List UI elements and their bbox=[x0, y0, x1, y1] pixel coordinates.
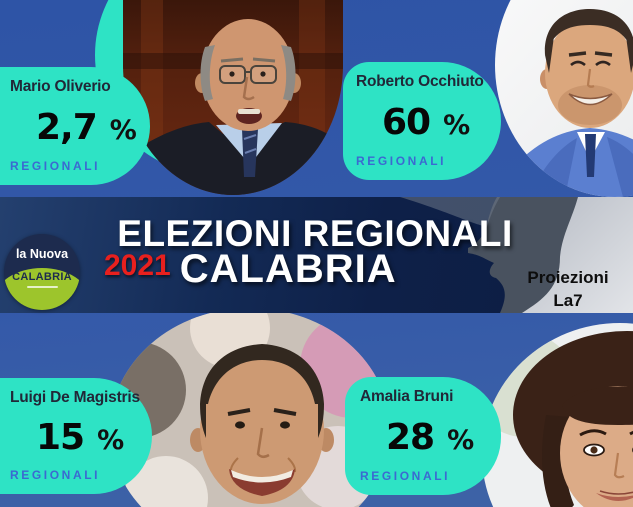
candidate-name: Mario Oliverio bbox=[10, 78, 111, 95]
projection-source: Proiezioni La7 bbox=[512, 267, 624, 313]
banner-region: CALABRIA bbox=[179, 247, 397, 291]
logo-tagline-bar bbox=[27, 286, 58, 288]
candidate-score: 60 % bbox=[356, 101, 495, 143]
logo-green-ellipse bbox=[4, 268, 80, 310]
projection-source-line1: Proiezioni bbox=[527, 268, 609, 287]
head-profile-silhouette-icon bbox=[468, 197, 578, 313]
result-card-roberto-occhiuto: Roberto Occhiuto 60 % REGIONALI bbox=[343, 62, 501, 180]
title-banner: ELEZIONI REGIONALI 2021 CALABRIA Proiezi… bbox=[0, 197, 633, 313]
candidate-name: Amalia Bruni bbox=[360, 388, 454, 405]
logo-top-text: la Nuova bbox=[15, 247, 69, 261]
percent-sign: % bbox=[443, 109, 471, 141]
result-card-luigi-de-magistris: Luigi De Magistris 15 % REGIONALI bbox=[0, 378, 152, 494]
candidate-score: 2,7 % bbox=[10, 106, 144, 148]
gray-backdrop-shape bbox=[516, 197, 633, 313]
banner-year: 2021 bbox=[104, 249, 171, 282]
candidate-value: 28 bbox=[386, 416, 435, 458]
la-nuova-calabria-logo: la Nuova CALABRIA bbox=[4, 234, 80, 310]
result-card-amalia-bruni: Amalia Bruni 28 % REGIONALI bbox=[345, 377, 501, 495]
portrait-amalia-bruni-photo bbox=[482, 323, 633, 507]
percent-sign: % bbox=[447, 424, 475, 456]
portrait-roberto-occhiuto-illustration bbox=[495, 0, 633, 197]
portrait-mario-oliverio-illustration bbox=[123, 0, 343, 195]
candidate-value: 2,7 bbox=[36, 106, 98, 148]
candidate-value: 60 bbox=[382, 101, 431, 143]
silhouette-art bbox=[400, 197, 633, 313]
candidate-label: REGIONALI bbox=[10, 468, 101, 482]
candidate-score: 15 % bbox=[10, 416, 146, 458]
candidate-label: REGIONALI bbox=[10, 159, 101, 173]
portrait-mario-oliverio-photo bbox=[123, 0, 343, 195]
projection-source-line2: La7 bbox=[553, 290, 583, 310]
candidate-value: 15 bbox=[36, 416, 85, 458]
candidate-name: Luigi De Magistris bbox=[10, 389, 140, 406]
secondary-silhouette-shape bbox=[400, 197, 500, 227]
candidate-name: Roberto Occhiuto bbox=[356, 73, 484, 90]
banner-title-line2: 2021 CALABRIA bbox=[104, 249, 397, 289]
candidate-label: REGIONALI bbox=[360, 469, 451, 483]
portrait-roberto-occhiuto-photo bbox=[495, 0, 633, 197]
portrait-amalia-bruni-illustration bbox=[482, 323, 633, 507]
percent-sign: % bbox=[109, 114, 137, 146]
percent-sign: % bbox=[97, 424, 125, 456]
candidate-score: 28 % bbox=[360, 416, 495, 458]
result-card-mario-oliverio: Mario Oliverio 2,7 % REGIONALI bbox=[0, 67, 150, 185]
banner-title-line1: ELEZIONI REGIONALI bbox=[117, 213, 513, 254]
candidate-label: REGIONALI bbox=[356, 154, 447, 168]
logo-bottom-text: CALABRIA bbox=[12, 271, 72, 283]
